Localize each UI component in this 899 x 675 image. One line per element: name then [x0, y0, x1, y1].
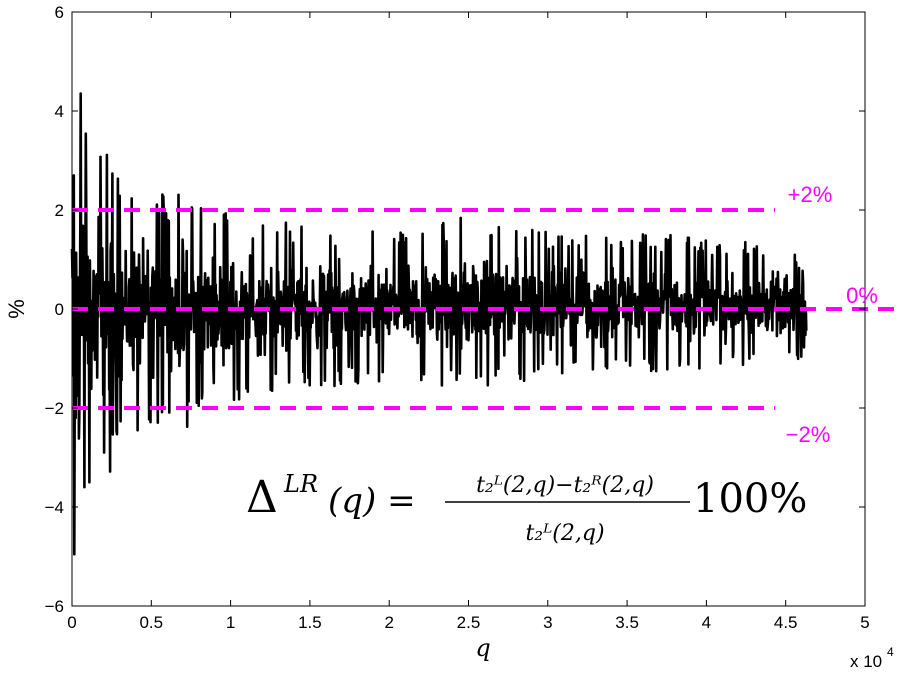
x-tick-label: 0	[67, 613, 76, 632]
equation-annotation: Δ LR (q) = t₂ᴸ(2,q)−t₂ᴿ(2,q) t₂ᴸ(2,q) 10…	[246, 470, 807, 546]
reference-label: +2%	[788, 182, 833, 207]
equation-lhs-arg: (q) =	[328, 481, 416, 521]
x-tick-label: 3	[543, 613, 552, 632]
x-tick-label: 1	[226, 613, 235, 632]
svg-text:4: 4	[887, 645, 894, 659]
equation-lhs-sup: LR	[283, 470, 318, 498]
series-layer	[70, 92, 808, 556]
y-tick-label: 0	[55, 300, 64, 319]
y-tick-label: 2	[55, 201, 64, 220]
y-axis-ticks: −6 −4 −2 0 2 4 6	[45, 3, 865, 616]
svg-text:x 10: x 10	[850, 652, 882, 671]
reference-label: −2%	[786, 422, 831, 447]
x-tick-label: 4.5	[774, 613, 798, 632]
y-tick-label: −2	[45, 399, 64, 418]
reference-labels: +2% 0% −2%	[786, 182, 878, 447]
equation-numerator: t₂ᴸ(2,q)−t₂ᴿ(2,q)	[476, 473, 654, 498]
x-tick-label: 2	[384, 613, 393, 632]
reference-lines-layer	[72, 208, 899, 410]
x-tick-label: 3.5	[615, 613, 639, 632]
reference-label: 0%	[846, 283, 878, 308]
x-axis-label: q	[475, 634, 490, 662]
series-line	[70, 92, 808, 556]
y-tick-label: 6	[55, 3, 64, 22]
x-axis-ticks: 0 0.5 1 1.5 2 2.5 3 3.5 4 4.5 5	[67, 12, 870, 632]
equation-denominator: t₂ᴸ(2,q)	[525, 521, 604, 546]
x-exponent: x 10 4	[850, 645, 894, 671]
x-tick-label: 2.5	[457, 613, 481, 632]
y-axis-label: %	[4, 299, 29, 319]
y-tick-label: 4	[55, 102, 64, 121]
x-tick-label: 0.5	[139, 613, 163, 632]
x-tick-label: 4	[702, 613, 711, 632]
x-tick-label: 5	[860, 613, 869, 632]
equation-lhs: Δ	[246, 472, 278, 523]
y-tick-label: −6	[45, 597, 64, 616]
y-tick-label: −4	[45, 498, 64, 517]
equation-suffix: 100%	[693, 476, 807, 522]
x-tick-label: 1.5	[298, 613, 322, 632]
